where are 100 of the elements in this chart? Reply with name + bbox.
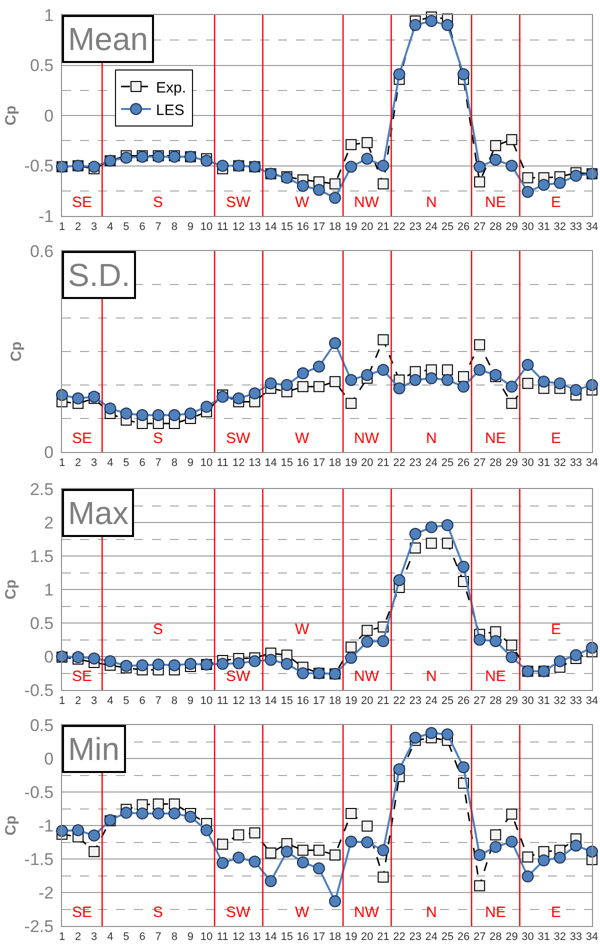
- annotation: E: [551, 904, 562, 921]
- x-tick-label: 25: [441, 457, 454, 470]
- annotation: W: [295, 194, 310, 211]
- y-axis-title: Cp: [8, 342, 26, 362]
- x-tick-label: 32: [554, 931, 566, 944]
- x-tick-label: 19: [344, 695, 358, 708]
- x-tick-label: 28: [490, 695, 502, 708]
- x-tick-label: 2: [74, 931, 82, 944]
- x-tick-label: 22: [393, 221, 406, 234]
- x-tick-label: 10: [200, 457, 213, 470]
- x-tick-label: 33: [570, 931, 582, 944]
- annotation: E: [551, 430, 562, 447]
- x-tick-label: 11: [216, 457, 228, 470]
- y-tick-label: 1.5: [30, 546, 54, 566]
- x-tick-label: 8: [171, 931, 178, 944]
- x-tick-label: 1: [58, 931, 66, 944]
- annotation: S: [153, 621, 164, 638]
- x-tick-label: 19: [344, 931, 358, 944]
- y-tick-label: 0.5: [30, 614, 54, 633]
- x-tick-label: 32: [554, 221, 566, 234]
- x-tick-label: 7: [155, 931, 162, 944]
- x-tick-label: 1: [58, 457, 66, 470]
- x-tick-label: 17: [312, 695, 326, 708]
- x-tick-label: 21: [377, 695, 390, 708]
- annotation: E: [551, 194, 562, 211]
- annotation: NE: [485, 194, 506, 211]
- x-tick-label: 4: [107, 221, 114, 234]
- x-tick-label: 17: [312, 931, 326, 944]
- x-tick-label: 28: [490, 931, 502, 944]
- x-tick-label: 22: [393, 695, 406, 708]
- annotation: E: [551, 621, 562, 638]
- x-tick-label: 2: [74, 695, 82, 708]
- annotation: SW: [226, 904, 252, 921]
- y-tick-label: -2.5: [24, 916, 54, 936]
- x-tick-label: 24: [425, 695, 438, 708]
- x-tick-label: 8: [171, 457, 178, 470]
- x-tick-label: 10: [200, 695, 213, 708]
- annotation: NE: [485, 668, 506, 685]
- y-tick-label: 2: [44, 513, 54, 532]
- x-tick-label: 15: [280, 695, 293, 708]
- x-tick-label: 29: [506, 457, 518, 470]
- x-tick-label: 3: [91, 695, 98, 708]
- x-tick-label: 30: [522, 695, 534, 708]
- x-tick-label: 22: [393, 457, 406, 470]
- x-tick-label: 16: [296, 221, 310, 234]
- x-tick-label: 9: [187, 221, 194, 234]
- x-tick-label: 31: [538, 457, 550, 470]
- y-tick-label: 0: [44, 106, 54, 126]
- y-tick-label: -1: [38, 206, 54, 226]
- annotation: NE: [485, 430, 506, 447]
- x-tick-label: 15: [280, 457, 293, 470]
- x-tick-label: 34: [586, 931, 598, 944]
- annotation: NW: [354, 668, 380, 685]
- x-tick-label: 27: [473, 457, 486, 470]
- chart-title: Max: [68, 495, 128, 531]
- x-tick-label: 16: [296, 457, 310, 470]
- x-tick-label: 12: [232, 221, 245, 234]
- x-tick-label: 6: [139, 221, 146, 234]
- x-tick-label: 2: [74, 221, 82, 234]
- x-tick-label: 12: [232, 931, 245, 944]
- x-tick-label: 18: [328, 695, 342, 708]
- x-tick-label: 5: [123, 695, 130, 708]
- x-tick-label: 20: [361, 221, 374, 234]
- x-tick-label: 33: [570, 457, 582, 470]
- x-tick-label: 23: [409, 695, 422, 708]
- x-tick-label: 12: [232, 695, 245, 708]
- x-tick-label: 11: [216, 695, 228, 708]
- legend-label: LES: [156, 102, 184, 119]
- x-tick-label: 9: [187, 931, 194, 944]
- x-tick-label: 21: [377, 221, 390, 234]
- x-tick-label: 3: [91, 931, 98, 944]
- x-tick-label: 10: [200, 931, 213, 944]
- x-tick-label: 34: [586, 457, 598, 470]
- y-tick-label: -1: [38, 816, 54, 836]
- x-tick-label: 19: [344, 221, 358, 234]
- x-tick-label: 6: [139, 457, 146, 470]
- x-tick-label: 4: [107, 931, 114, 944]
- legend-label: Exp.: [156, 79, 186, 96]
- x-tick-label: 15: [280, 221, 293, 234]
- x-tick-label: 14: [264, 457, 277, 470]
- x-tick-label: 1: [58, 695, 66, 708]
- annotation: SE: [72, 430, 92, 447]
- x-tick-label: 13: [248, 457, 261, 470]
- x-tick-label: 11: [216, 221, 228, 234]
- annotation: SE: [72, 904, 92, 921]
- x-tick-label: 14: [264, 221, 277, 234]
- annotation: SW: [226, 194, 252, 211]
- y-tick-label: -0.5: [24, 782, 54, 802]
- annotation: NE: [485, 904, 506, 921]
- x-tick-label: 6: [139, 695, 146, 708]
- x-tick-label: 16: [296, 695, 310, 708]
- x-tick-label: 23: [409, 221, 422, 234]
- x-tick-label: 29: [506, 931, 518, 944]
- x-tick-label: 5: [123, 931, 130, 944]
- y-tick-label: -0.5: [24, 156, 54, 176]
- x-tick-label: 18: [328, 457, 342, 470]
- x-tick-label: 7: [155, 221, 162, 234]
- x-tick-label: 25: [441, 221, 454, 234]
- x-tick-label: 10: [200, 221, 213, 234]
- x-tick-label: 21: [377, 457, 390, 470]
